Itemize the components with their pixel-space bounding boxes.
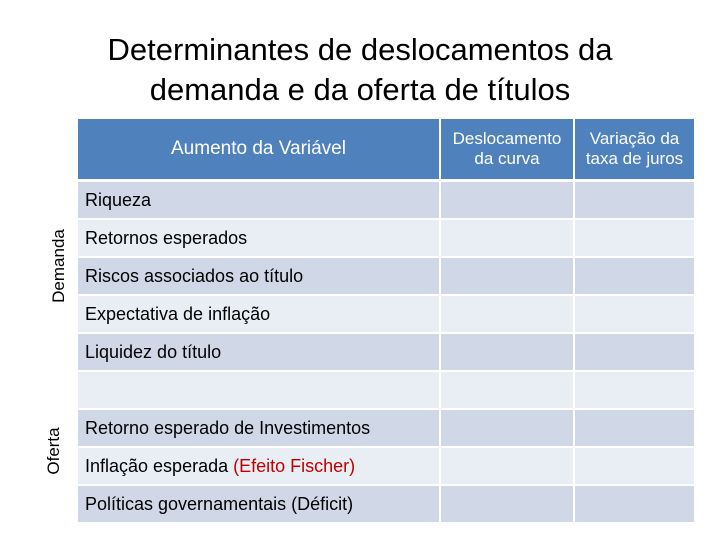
curve-shift-cell (441, 448, 575, 486)
rate-change-cell (575, 334, 694, 372)
rate-change-cell (575, 410, 694, 448)
slide-title: Determinantes de deslocamentos da demand… (0, 30, 720, 110)
demanda-side-label: Demanda (49, 229, 68, 303)
row-label: Riqueza (78, 182, 441, 220)
curve-shift-cell (441, 220, 575, 258)
row-label: Expectativa de inflação (78, 296, 441, 334)
rate-change-cell (575, 220, 694, 258)
header-curve-shift-line-1: Deslocamento (452, 129, 562, 148)
table-row: Políticas governamentais (Déficit) (78, 486, 694, 524)
table-row: Riscos associados ao título (78, 258, 694, 296)
header-curve-shift-line-2: da curva (474, 149, 540, 168)
header-curve-shift: Deslocamento da curva (441, 119, 575, 182)
oferta-side-label: Oferta (44, 427, 63, 475)
table-header-row: Aumento da Variável Deslocamento da curv… (78, 119, 694, 182)
curve-shift-cell (441, 258, 575, 296)
row-label-text: Inflação esperada (85, 455, 234, 476)
title-line-1: Determinantes de deslocamentos da (107, 32, 613, 67)
table-row: Riqueza (78, 182, 694, 220)
title-line-2: demanda e da oferta de títulos (149, 72, 571, 107)
curve-shift-cell (441, 372, 575, 410)
row-label: Riscos associados ao título (78, 258, 441, 296)
table-row: Retornos esperados (78, 220, 694, 258)
curve-shift-cell (441, 334, 575, 372)
row-label: Retorno esperado de Investimentos (78, 410, 441, 448)
rate-change-cell (575, 182, 694, 220)
row-label: Retornos esperados (78, 220, 441, 258)
row-label: Políticas governamentais (Déficit) (78, 486, 441, 524)
table-row: Liquidez do título (78, 334, 694, 372)
table-row: Retorno esperado de Investimentos (78, 410, 694, 448)
rate-change-cell (575, 258, 694, 296)
header-rate-change-line-1: Variação da (589, 129, 680, 148)
curve-shift-cell (441, 182, 575, 220)
curve-shift-cell (441, 486, 575, 524)
row-label (78, 372, 441, 410)
fisher-effect-highlight: (Efeito Fischer) (233, 455, 356, 476)
curve-shift-cell (441, 296, 575, 334)
rate-change-cell (575, 372, 694, 410)
header-rate-change: Variação da taxa de juros (575, 119, 694, 182)
row-label: Inflação esperada (Efeito Fischer) (78, 448, 441, 486)
rate-change-cell (575, 486, 694, 524)
header-variable: Aumento da Variável (78, 119, 441, 182)
row-label: Liquidez do título (78, 334, 441, 372)
curve-shift-cell (441, 410, 575, 448)
table-row: Inflação esperada (Efeito Fischer) (78, 448, 694, 486)
table-row: Expectativa de inflação (78, 296, 694, 334)
determinants-table: Aumento da Variável Deslocamento da curv… (78, 119, 694, 524)
rate-change-cell (575, 448, 694, 486)
table-row (78, 372, 694, 410)
header-rate-change-line-2: taxa de juros (585, 149, 684, 168)
rate-change-cell (575, 296, 694, 334)
